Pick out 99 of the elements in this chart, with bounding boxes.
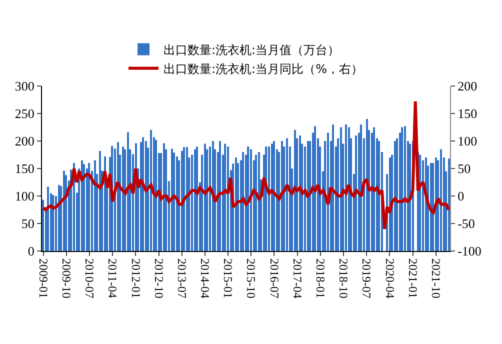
bar	[194, 149, 196, 251]
bar	[378, 141, 380, 251]
bar	[173, 152, 175, 251]
bar	[212, 141, 214, 251]
bar	[171, 148, 173, 251]
bar	[242, 152, 244, 251]
bar	[440, 149, 442, 251]
bar	[42, 200, 44, 251]
y-tick-label: 50	[21, 216, 34, 232]
x-tick-label: 2015-01	[221, 258, 236, 298]
bar	[176, 156, 178, 251]
bar	[81, 160, 83, 251]
x-tick-label: 2017-04	[290, 258, 304, 298]
bar	[219, 141, 221, 251]
bar	[224, 144, 226, 251]
bar	[150, 130, 152, 251]
bar	[250, 149, 252, 251]
bar	[340, 127, 342, 251]
bar	[145, 141, 147, 251]
bar	[47, 186, 49, 251]
y-tick-label: 150	[14, 161, 34, 176]
y2-tick-label: 150	[458, 106, 478, 122]
y-tick-label: 0	[28, 244, 34, 259]
y2-tick-label: 50	[458, 161, 471, 176]
bar	[117, 142, 119, 251]
bar	[88, 163, 90, 251]
bar	[183, 147, 185, 251]
bar	[186, 147, 188, 251]
bar	[196, 146, 198, 251]
bar	[268, 146, 270, 251]
y2-tick-label: 200	[458, 78, 478, 94]
x-tick-label: 2009-01	[36, 258, 50, 298]
x-tick-label: 2009-10	[59, 258, 74, 298]
bar	[307, 141, 309, 251]
x-tick-label: 2019-07	[360, 258, 374, 298]
y-tick-label: 100	[14, 188, 34, 204]
bar	[299, 136, 301, 251]
y-tick-label: 250	[14, 106, 34, 122]
bar	[127, 132, 129, 251]
bar	[155, 140, 157, 251]
bar	[373, 127, 375, 251]
x-tick-label: 2015-10	[244, 258, 258, 298]
bar	[122, 146, 124, 251]
bar	[360, 124, 362, 251]
x-tick-label: 2018-01	[314, 258, 328, 298]
bar	[355, 136, 357, 251]
x-tick-label: 2012-01	[128, 258, 143, 298]
x-tick-label: 2011-04	[106, 258, 120, 298]
bar	[273, 141, 275, 251]
y2-tick-label: 0	[458, 188, 464, 204]
x-tick-label: 2013-07	[174, 258, 189, 298]
bar	[94, 160, 96, 251]
bar	[255, 154, 257, 251]
bar	[394, 141, 396, 251]
bar	[419, 154, 422, 251]
x-tick-label: 2012-10	[152, 258, 166, 298]
bar	[286, 138, 288, 251]
bar	[99, 150, 101, 251]
bar	[142, 137, 144, 251]
bar	[435, 158, 437, 251]
legend-label: 出口数量:洗衣机:当月值（万台）	[164, 42, 340, 57]
x-tick-label: 2021-01	[406, 258, 420, 298]
line-series	[42, 100, 450, 230]
y-tick-label: 300	[14, 78, 34, 94]
x-tick-label: 2020-04	[382, 258, 397, 298]
bar	[258, 152, 260, 251]
bar	[327, 132, 329, 251]
bar	[430, 163, 432, 251]
bar	[58, 185, 60, 251]
x-tick-label: 2010-07	[82, 258, 97, 298]
bar	[366, 119, 368, 251]
y-tick-label: 200	[14, 134, 34, 149]
bar	[404, 126, 406, 251]
bar	[401, 127, 404, 251]
x-tick-label: 2018-10	[336, 258, 351, 298]
bar	[63, 170, 65, 251]
bar	[409, 144, 411, 251]
bar	[448, 158, 450, 251]
bar	[348, 127, 350, 251]
legend-label: 出口数量:洗衣机:当月同比（%，右）	[164, 62, 363, 76]
bar	[345, 124, 347, 251]
bar	[227, 146, 229, 251]
bar	[235, 158, 237, 251]
bar	[163, 143, 165, 251]
y2-tick-label: -50	[458, 216, 475, 232]
bar	[204, 144, 206, 251]
bar	[332, 124, 334, 251]
bar	[271, 144, 273, 251]
bar	[294, 130, 296, 251]
y2-tick-label: 100	[458, 134, 478, 149]
x-tick-label: 2021-10	[428, 258, 443, 298]
bar	[281, 141, 283, 251]
x-tick-label: 2016-07	[267, 258, 282, 298]
bar	[389, 158, 391, 251]
bar	[181, 150, 183, 251]
x-tick-label: 2014-04	[198, 258, 212, 298]
bar	[314, 126, 316, 251]
bar	[83, 164, 85, 251]
y2-tick-label: -100	[458, 244, 482, 259]
